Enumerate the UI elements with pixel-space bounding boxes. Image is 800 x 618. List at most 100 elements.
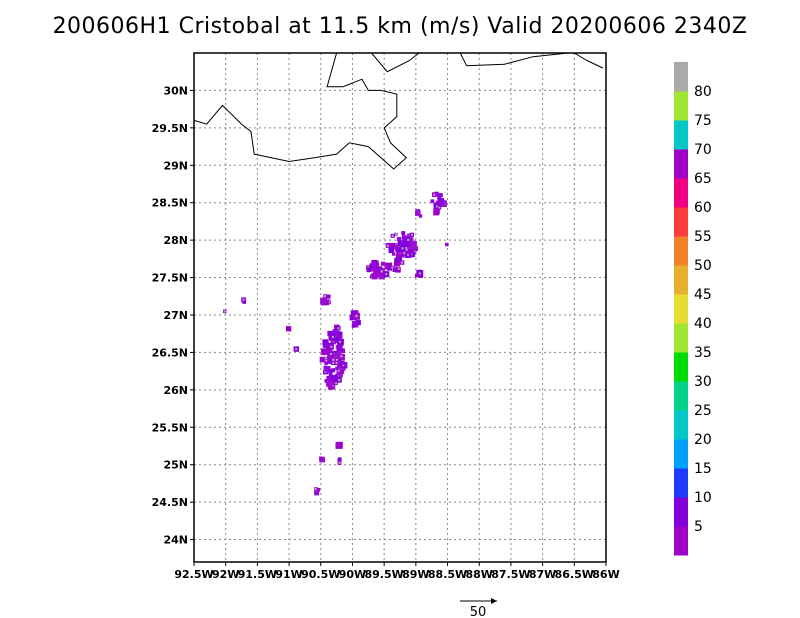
wind-barb-mark: [337, 369, 340, 372]
echo-cell: [328, 374, 332, 378]
echo-cell: [394, 260, 401, 267]
echo-cell: [320, 297, 327, 305]
wind-barb-mark: [324, 295, 326, 298]
echo-cell: [324, 361, 328, 365]
colorbar-swatch: [674, 265, 688, 295]
colorbar-label: 45: [694, 287, 712, 303]
echo-cell: [366, 267, 372, 273]
echo-cell: [401, 231, 406, 235]
echo-cell: [336, 336, 341, 341]
colorbar-swatch: [674, 91, 688, 121]
wind-barb-mark: [342, 364, 345, 367]
echo-cell: [330, 374, 337, 382]
colorbar-swatch: [674, 62, 688, 92]
colorbar-label: 65: [694, 171, 712, 187]
wind-barb-mark: [410, 233, 413, 236]
wind-barb-mark: [340, 355, 343, 358]
echo-cell: [335, 441, 343, 449]
colorbar-swatch: [674, 323, 688, 353]
echo-cell: [392, 267, 398, 272]
wind-barb-mark: [242, 298, 245, 301]
wind-barb-mark: [223, 310, 226, 313]
colorbar-label: 35: [694, 345, 712, 361]
echo-cell: [392, 252, 396, 256]
colorbar-label: 50: [694, 258, 712, 274]
wind-barb-mark: [401, 247, 404, 250]
wind-barb-mark: [315, 487, 317, 490]
wind-barb-mark: [401, 261, 404, 264]
lon-tick-label: 91W: [275, 568, 302, 581]
echo-cell: [388, 247, 395, 254]
colorbar-label: 30: [694, 374, 712, 390]
echo-cell: [324, 348, 332, 355]
echo-cell: [407, 249, 413, 255]
wind-barb-mark: [394, 243, 397, 246]
lat-tick-label: 26.5N: [152, 346, 188, 359]
lat-tick-label: 29.5N: [152, 122, 188, 135]
echo-cell: [351, 321, 359, 328]
lon-tick-label: 89.5W: [365, 568, 404, 581]
colorbar-label: 20: [694, 432, 712, 448]
reference-arrow-head: [491, 598, 497, 604]
colorbar-swatch: [674, 149, 688, 179]
echo-cell: [319, 456, 323, 460]
wind-barb-mark: [391, 266, 394, 269]
echo-cell: [336, 345, 343, 352]
plot-title: 200606H1 Cristobal at 11.5 km (m/s) Vali…: [52, 14, 748, 39]
echo-cell: [336, 352, 342, 358]
echo-cell: [387, 265, 392, 271]
colorbar-swatch: [674, 352, 688, 382]
echo-cell: [331, 368, 336, 373]
lon-tick-label: 87.5W: [491, 568, 530, 581]
colorbar-label: 5: [694, 519, 703, 535]
echo-cell: [335, 366, 339, 370]
echo-cell: [337, 331, 342, 336]
echo-cell: [329, 386, 334, 390]
grid-lines: [193, 53, 607, 562]
echo-cell: [408, 243, 415, 250]
echo-cell: [286, 326, 292, 332]
echo-cell: [371, 266, 377, 272]
echo-cell: [437, 198, 445, 205]
echo-cell: [316, 488, 321, 492]
echo-cell: [337, 362, 343, 367]
colorbar: 5 10 15 20 25 30 35 40 45 50 55 60 65 70 75 80: [674, 62, 712, 556]
echo-cell: [437, 195, 442, 200]
lon-tick-label: 89W: [402, 568, 429, 581]
wind-barb-mark: [338, 379, 341, 381]
wind-barb-mark: [397, 267, 400, 270]
echo-cell: [373, 260, 379, 266]
wind-barb-mark: [385, 273, 388, 276]
echo-cell: [395, 258, 400, 263]
lat-tick-label: 24.5N: [152, 496, 188, 509]
wind-barb-mark: [333, 353, 336, 356]
echo-cell: [351, 324, 356, 328]
lon-tick-label: 86.5W: [555, 568, 594, 581]
echo-cell: [388, 242, 396, 250]
echo-cell: [325, 366, 331, 372]
echo-cell: [414, 274, 419, 278]
wind-barb-mark: [418, 272, 421, 275]
colorbar-swatch: [674, 381, 688, 411]
colorbar-label: 60: [694, 200, 712, 216]
wind-barb-mark: [324, 357, 327, 360]
echo-cell: [314, 490, 320, 496]
lat-tick-label: 28.5N: [152, 197, 188, 210]
wind-barb-mark: [438, 206, 441, 209]
longitude-axis: 92.5W92W91.5W91W90.5W90W89.5W89W88.5W88W…: [174, 562, 620, 581]
lon-tick-label: 86W: [592, 568, 619, 581]
lon-tick-label: 90.5W: [301, 568, 340, 581]
echo-cell: [418, 214, 423, 218]
colorbar-swatch: [674, 526, 688, 556]
echo-cell: [413, 246, 419, 251]
echo-cell: [430, 199, 435, 204]
echo-cell: [327, 353, 334, 361]
colorbar-label: 25: [694, 403, 712, 419]
wind-barb-mark: [332, 362, 335, 365]
wind-barb-mark: [295, 348, 298, 351]
echo-cell: [319, 356, 326, 363]
lat-tick-label: 27.5N: [152, 272, 188, 285]
coastline: [193, 52, 604, 170]
echo-cell: [328, 359, 334, 364]
